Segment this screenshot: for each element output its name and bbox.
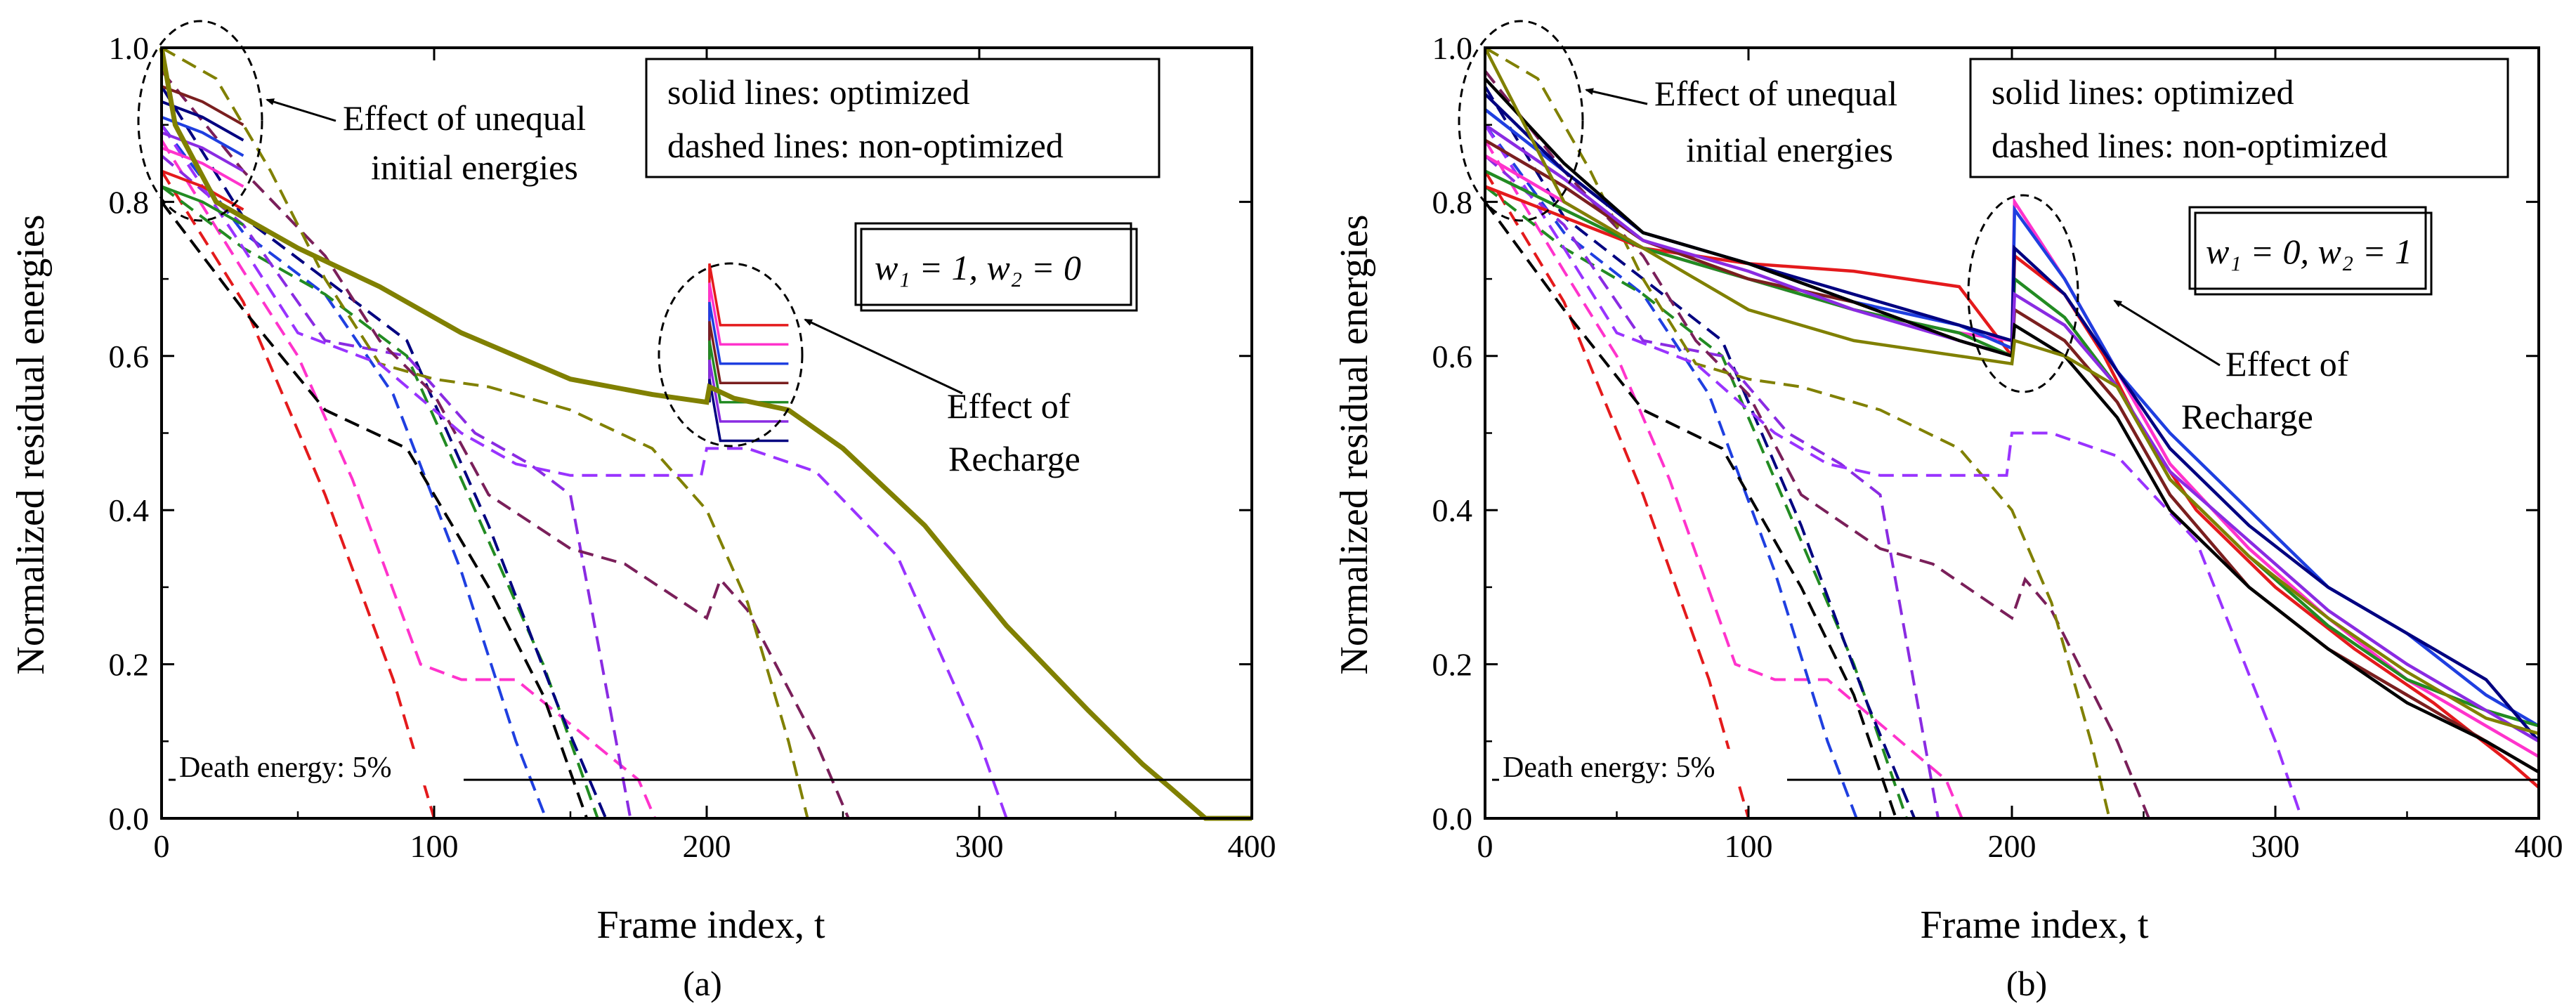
dashed-series-b-5: [1484, 185, 2539, 820]
unequal-ellipse-a: [137, 20, 263, 222]
legend-solid-b: solid lines: optimized: [1992, 72, 2294, 112]
dashed-series-b-1: [1484, 170, 2539, 820]
dashed-series-b-9: [1484, 46, 2539, 820]
dashed-series-b-7: [1484, 155, 2539, 820]
plot-area-b: Death energy: 5%: [1483, 46, 2540, 820]
panel-label-b: (b): [2006, 964, 2047, 1003]
panel-label-a: (a): [683, 964, 722, 1003]
recharge-annot-line1-b: Effect of: [2225, 344, 2349, 384]
dashed-series-a-8: [160, 70, 1252, 820]
death-energy-label-a: Death energy: 5%: [179, 752, 391, 784]
panel-a: Death energy: 5% 0 100 200 300 4000.00.20.40…: [9, 20, 1276, 1003]
y-tick-label-a-0.0: 0.0: [109, 801, 150, 837]
recharge-ellipse-a: [658, 262, 804, 447]
legend-box-b: solid lines: optimized dashed lines: non…: [1969, 58, 2509, 178]
death-energy-label-b: Death energy: 5%: [1503, 752, 1715, 784]
dashed-series-b-8: [1484, 70, 2539, 820]
solid-series-b-5: [1484, 138, 2540, 774]
x-axis-label-b: Frame index, t: [1920, 903, 2148, 947]
weights-box-a: w₁ = 1, w₂ = 0: [854, 222, 1138, 312]
recharge-arrow-a: [804, 318, 963, 395]
recharge-step-a-3: [708, 301, 789, 402]
recharge-annot-line1-a: Effect of: [947, 386, 1071, 426]
weights-text-b: w₁ = 0, w₂ = 1: [2206, 232, 2412, 271]
solid-start-a-2: [161, 146, 244, 188]
y-tick-label-a-1.0: 1.0: [109, 30, 150, 66]
dashed-series-a-2: [160, 139, 1252, 820]
unequal-ellipse-b: [1458, 20, 1584, 222]
x-tick-label-b-300: 300: [2251, 828, 2300, 864]
recharge-step-a-2: [708, 282, 789, 402]
weights-box-b: w₁ = 0, w₂ = 1: [2188, 206, 2433, 296]
legend-dashed-a: dashed lines: non-optimized: [667, 126, 1064, 165]
y-tick-label-b-0.2: 0.2: [1432, 647, 1473, 683]
dashed-series-b-6: [1484, 85, 2539, 820]
unequal-arrow-b: [1585, 88, 1648, 105]
solid-start-a-6: [161, 131, 244, 173]
x-tick-label-a-0: 0: [154, 828, 170, 864]
y-tick-label-b-0.6: 0.6: [1432, 339, 1473, 374]
solid-start-a-7: [161, 100, 244, 142]
x-tick-label-a-100: 100: [410, 828, 459, 864]
solid-series-a-1: [159, 47, 1252, 821]
y-tick-label-b-0.8: 0.8: [1432, 184, 1473, 220]
death-energy-label-bg-b: [1499, 749, 1787, 786]
dashed-series-a-5: [160, 185, 1252, 820]
dashed-series-a-4: [160, 201, 1252, 820]
legend-dashed-b: dashed lines: non-optimized: [1992, 126, 2388, 165]
panel-b: Death energy: 5% 0 100 200 300 4000.00.20.40…: [1333, 20, 2563, 1003]
x-tick-label-b-400: 400: [2515, 828, 2563, 864]
solid-series-b-9: [1483, 46, 2539, 735]
dashed-series-b-4: [1484, 201, 2539, 820]
death-energy-label-bg-a: [176, 749, 464, 786]
unequal-annot-line1-b: Effect of unequal: [1654, 74, 1897, 113]
x-tick-label-b-100: 100: [1725, 828, 1773, 864]
y-axis-label-b: Normalized residual energies: [1333, 214, 1376, 674]
recharge-annot-line2-a: Recharge: [948, 439, 1080, 478]
unequal-annot-line2-a: initial energies: [371, 148, 578, 187]
y-tick-label-b-0.0: 0.0: [1432, 801, 1473, 837]
x-tick-label-b-0: 0: [1477, 828, 1493, 864]
recharge-arrow-b: [2113, 299, 2221, 367]
y-tick-label-a-0.2: 0.2: [109, 647, 150, 683]
axes-a: 0 100 200 300 400 0.0 0.2 0.4 0.6 0.8 1.0: [109, 30, 1276, 864]
x-tick-label-b-200: 200: [1988, 828, 2036, 864]
plot-area-a: Death energy: 5%: [159, 46, 1252, 821]
solid-start-a-1: [161, 169, 244, 211]
unequal-arrow-a: [266, 98, 336, 122]
axes-b: 0 100 200 300 400 0.0 0.2 0.4 0.6 0.8 1.0: [1432, 30, 2563, 864]
y-axis-label-a: Normalized residual energies: [9, 214, 53, 674]
solid-series-b-8: [1484, 77, 2540, 774]
legend-solid-a: solid lines: optimized: [667, 72, 970, 112]
dashed-series-a-7: [160, 155, 1252, 820]
legend-box-a: solid lines: optimized dashed lines: non…: [645, 58, 1160, 178]
unequal-annot-line2-b: initial energies: [1686, 130, 1893, 169]
dashed-series-b-2: [1484, 139, 2539, 820]
solid-series-b-4: [1484, 169, 2539, 728]
recharge-annot-line2-b: Recharge: [2181, 397, 2313, 436]
recharge-step-a-7: [708, 379, 789, 443]
unequal-annot-line1-a: Effect of unequal: [343, 98, 586, 138]
recharge-ellipse-b: [1967, 194, 2079, 393]
solid-series-b-7: [1484, 123, 2540, 743]
weights-text-a: w₁ = 1, w₂ = 0: [875, 248, 1081, 287]
dashed-series-a-10: [160, 124, 1252, 820]
y-tick-label-a-0.8: 0.8: [109, 184, 150, 220]
dashed-series-a-9: [161, 46, 1252, 820]
solid-start-a-5: [161, 185, 244, 227]
dashed-series-b-10: [1484, 124, 2539, 820]
y-tick-label-b-0.4: 0.4: [1432, 492, 1473, 528]
y-tick-label-a-0.6: 0.6: [109, 339, 150, 374]
x-axis-label-a: Frame index, t: [596, 903, 825, 947]
y-tick-label-b-1.0: 1.0: [1432, 30, 1473, 66]
x-tick-label-a-300: 300: [955, 828, 1004, 864]
y-tick-label-a-0.4: 0.4: [109, 492, 150, 528]
solid-start-a-4: [161, 85, 244, 126]
x-tick-label-a-200: 200: [683, 828, 731, 864]
x-tick-label-a-400: 400: [1228, 828, 1276, 864]
